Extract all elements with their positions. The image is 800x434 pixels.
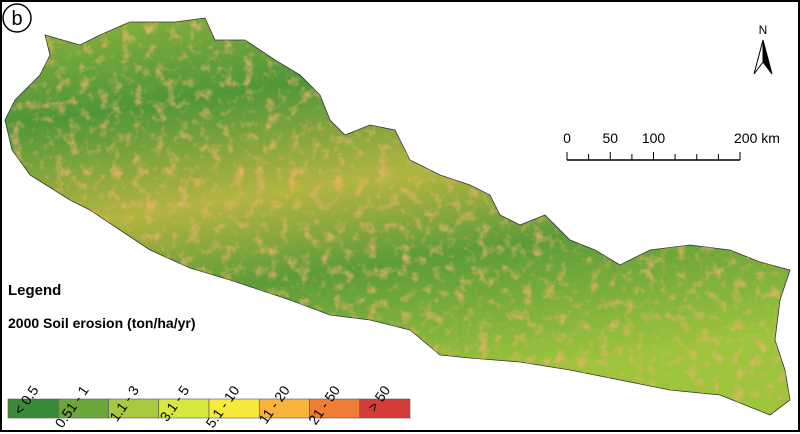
panel-label: b — [11, 8, 22, 30]
north-arrow: N — [753, 23, 773, 75]
scale-label: 50 — [602, 130, 618, 146]
scale-label: 200 km — [734, 130, 780, 146]
legend-title: Legend — [8, 282, 61, 299]
legend-swatch — [359, 398, 411, 419]
erosion-texture — [5, 18, 790, 415]
scale-label: 100 — [642, 130, 666, 146]
arrow-right — [762, 39, 773, 75]
country — [4, 17, 791, 416]
scale-label: 0 — [563, 130, 571, 146]
legend-subtitle: 2000 Soil erosion (ton/ha/yr) — [8, 315, 196, 331]
north-label: N — [759, 23, 768, 37]
panel-badge — [2, 3, 32, 33]
scale-bar: 0 50 100 200 km — [563, 130, 780, 161]
